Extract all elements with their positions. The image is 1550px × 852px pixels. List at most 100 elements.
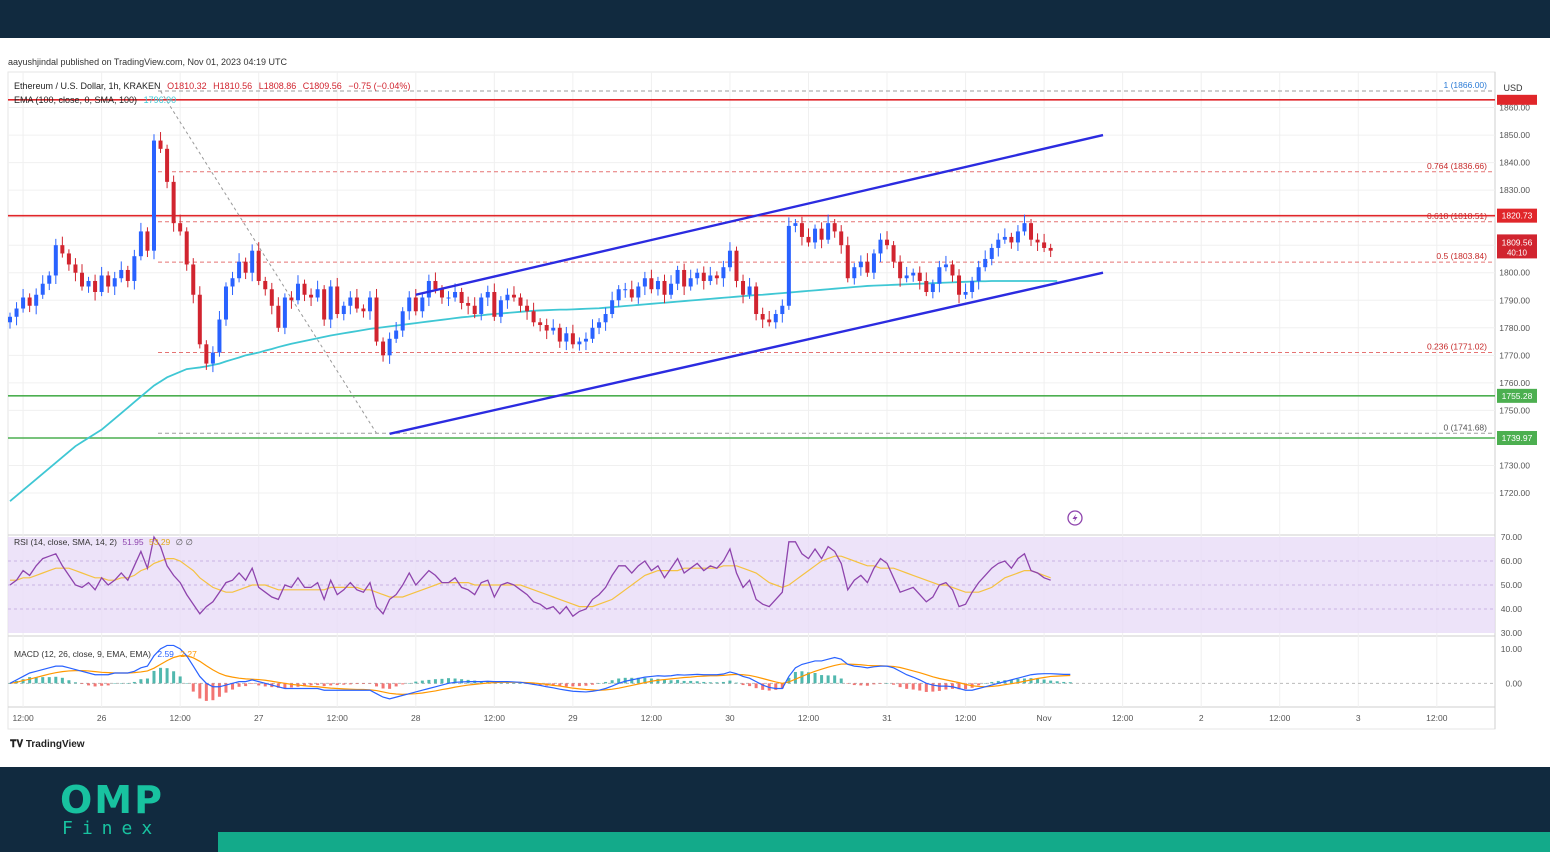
- candle-body: [917, 272, 922, 281]
- time-tick-label: Nov: [1037, 713, 1053, 723]
- candle-body: [197, 294, 202, 345]
- macd-histogram-bar: [126, 683, 130, 684]
- macd-histogram-bar: [21, 679, 25, 684]
- candle-body: [570, 333, 575, 345]
- macd-histogram-bar: [8, 683, 12, 684]
- macd-histogram-bar: [617, 678, 621, 684]
- ohlc-low: L1808.86: [259, 81, 297, 91]
- candle-body: [649, 278, 654, 290]
- current-price-bg: [1497, 234, 1537, 259]
- rsi-legend-value: 51.95: [122, 537, 144, 547]
- macd-histogram-bar: [721, 681, 725, 684]
- lightning-icon[interactable]: [1067, 510, 1083, 526]
- ohlc-close: C1809.56: [303, 81, 342, 91]
- candle-body: [544, 325, 549, 331]
- macd-histogram-bar: [754, 683, 758, 689]
- macd-legend-label: MACD (12, 26, close, 9, EMA, EMA): [14, 649, 151, 659]
- macd-histogram-bar: [682, 680, 686, 684]
- candle-body: [1035, 239, 1040, 243]
- macd-histogram-bar: [145, 678, 149, 684]
- macd-histogram-bar: [250, 683, 254, 685]
- price-tick-label: 1780.00: [1499, 323, 1530, 333]
- candle-body: [256, 250, 261, 281]
- candle-body: [315, 289, 320, 298]
- time-tick-label: 12:00: [1426, 713, 1448, 723]
- macd-histogram-bar: [453, 678, 457, 684]
- candle-body: [60, 245, 65, 254]
- candle-body: [14, 308, 19, 317]
- macd-histogram-bar: [905, 683, 909, 689]
- candle-body: [943, 264, 948, 268]
- candle-body: [250, 250, 255, 273]
- candle-body: [86, 280, 91, 287]
- macd-histogram-bar: [257, 683, 261, 686]
- macd-histogram-bar: [211, 683, 215, 701]
- macd-histogram-bar: [878, 683, 882, 684]
- candle-body: [714, 275, 719, 279]
- candle-body: [708, 275, 713, 281]
- macd-histogram-bar: [630, 677, 634, 684]
- price-chart[interactable]: 1 (1866.00)0.764 (1836.66)0.618 (1818.51…: [0, 70, 1550, 742]
- candle-body: [505, 294, 510, 301]
- macd-histogram-bar: [505, 682, 509, 684]
- macd-histogram-bar: [394, 683, 398, 687]
- channel-upper-line[interactable]: [415, 133, 1104, 296]
- macd-histogram-bar: [571, 683, 575, 687]
- macd-histogram-bar: [139, 679, 143, 684]
- time-tick-label: 31: [882, 713, 892, 723]
- candle-body: [47, 275, 52, 284]
- macd-histogram-bar: [708, 682, 712, 684]
- macd-histogram-bar: [159, 667, 163, 684]
- rsi-line: [9, 535, 1051, 618]
- channel-lower-line[interactable]: [389, 271, 1104, 435]
- macd-signal-line: [9, 655, 1071, 695]
- candle-body: [459, 291, 464, 304]
- rsi-tick-label: 70.00: [1501, 532, 1523, 542]
- candle-body: [754, 286, 759, 315]
- top-level-label-bg: [1497, 94, 1537, 105]
- rsi-tick-label: 30.00: [1501, 628, 1523, 638]
- macd-histogram-bar: [983, 683, 987, 684]
- candle-body: [158, 140, 163, 149]
- macd-histogram-bar: [119, 683, 123, 684]
- macd-histogram-bar: [564, 683, 568, 687]
- fib-label: 0 (1741.68): [1444, 422, 1488, 432]
- macd-histogram-bar: [388, 683, 392, 689]
- candle-body: [662, 280, 667, 295]
- candle-body: [367, 297, 372, 312]
- macd-histogram-bar: [937, 683, 941, 691]
- macd-histogram-bar: [217, 683, 221, 697]
- macd-histogram-bar: [1068, 682, 1072, 684]
- time-tick-label: 12:00: [327, 713, 349, 723]
- macd-histogram-bar: [1049, 680, 1053, 684]
- omp-logo: OMP: [60, 778, 164, 822]
- candle-body: [289, 297, 294, 301]
- macd-histogram-bar: [748, 683, 752, 687]
- macd-histogram-bar: [165, 668, 169, 684]
- candle-body: [1015, 231, 1020, 243]
- macd-histogram-bar: [73, 682, 77, 684]
- current-price-label: 1809.56: [1502, 237, 1533, 247]
- macd-histogram-bar: [231, 683, 235, 690]
- macd-histogram-bar: [512, 682, 516, 684]
- candle-body: [322, 289, 327, 320]
- candle-body: [970, 280, 975, 292]
- candle-body: [1002, 236, 1007, 240]
- macd-histogram-bar: [623, 677, 627, 684]
- macd-histogram-bar: [1042, 679, 1046, 684]
- finex-logo: Finex: [62, 818, 162, 839]
- candle-body: [767, 319, 772, 323]
- price-tick-label: 1770.00: [1499, 350, 1530, 360]
- level-label: 1739.97: [1502, 433, 1533, 443]
- candle-body: [963, 291, 968, 295]
- macd-histogram-bar: [604, 681, 608, 684]
- macd-histogram-bar: [440, 678, 444, 684]
- macd-histogram-bar: [237, 683, 241, 687]
- candle-body: [898, 261, 903, 279]
- rsi-tick-label: 40.00: [1501, 604, 1523, 614]
- candle-body: [433, 280, 438, 290]
- currency-label: USD: [1503, 83, 1523, 93]
- candle-body: [446, 297, 451, 299]
- candle-body: [93, 280, 98, 292]
